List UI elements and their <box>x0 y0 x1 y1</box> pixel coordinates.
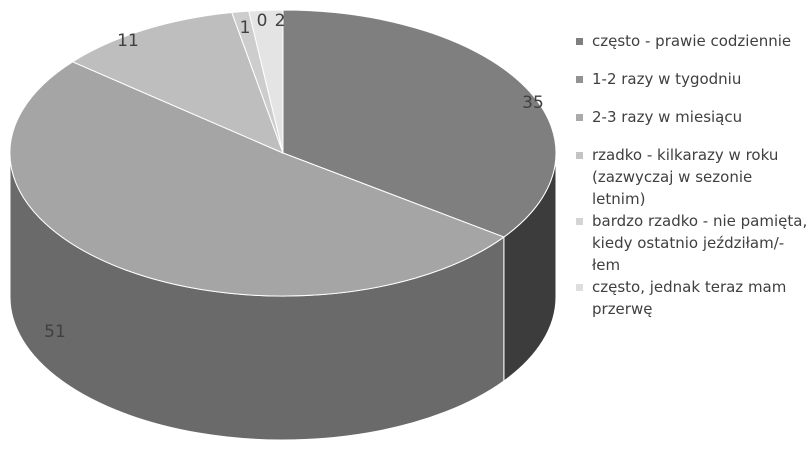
legend-swatch <box>576 38 583 45</box>
legend-label: 1-2 razy w tygodniu <box>592 70 742 88</box>
legend-label: 2-3 razy w miesiącu <box>592 108 743 126</box>
pie-slice-2 <box>9 61 505 297</box>
legend-item-2: 1-2 razy w tygodniu <box>574 68 808 90</box>
pie-slices <box>9 9 557 297</box>
legend-swatch <box>576 152 583 159</box>
legend-swatch <box>576 218 583 225</box>
data-label-4: 1 <box>240 18 251 38</box>
legend-swatch <box>576 76 583 83</box>
data-label-1: 35 <box>522 93 544 113</box>
legend-item-5: bardzo rzadko - nie pamięta, kiedy ostat… <box>574 210 808 276</box>
legend-label: często, jednak teraz mam przerwę <box>592 278 787 318</box>
pie-slice-1 <box>282 9 557 238</box>
pie-slice-6 <box>248 9 284 154</box>
data-label-6: 2 <box>275 11 286 31</box>
legend-item-1: często - prawie codziennie <box>574 30 808 52</box>
legend-item-3: 2-3 razy w miesiącu <box>574 106 808 128</box>
legend-swatch <box>576 284 583 291</box>
legend-swatch <box>576 114 583 121</box>
legend-item-4: rzadko - kilkarazy w roku (zazwyczaj w s… <box>574 144 808 210</box>
pie-sides <box>9 152 557 441</box>
data-label-2: 51 <box>44 322 66 342</box>
legend-label: rzadko - kilkarazy w roku (zazwyczaj w s… <box>592 146 779 208</box>
legend-item-6: często, jednak teraz mam przerwę <box>574 276 808 320</box>
legend-label: często - prawie codziennie <box>592 32 792 50</box>
data-label-5: 0 <box>257 11 268 31</box>
pie-slice-3 <box>71 11 284 154</box>
data-label-3: 11 <box>117 31 139 51</box>
legend-label: bardzo rzadko - nie pamięta, kiedy ostat… <box>592 212 808 274</box>
legend: często - prawie codziennie 1-2 razy w tyg… <box>574 30 808 320</box>
